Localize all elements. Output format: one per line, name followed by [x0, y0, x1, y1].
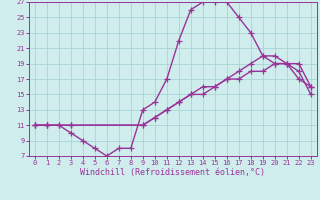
X-axis label: Windchill (Refroidissement éolien,°C): Windchill (Refroidissement éolien,°C) — [80, 168, 265, 177]
